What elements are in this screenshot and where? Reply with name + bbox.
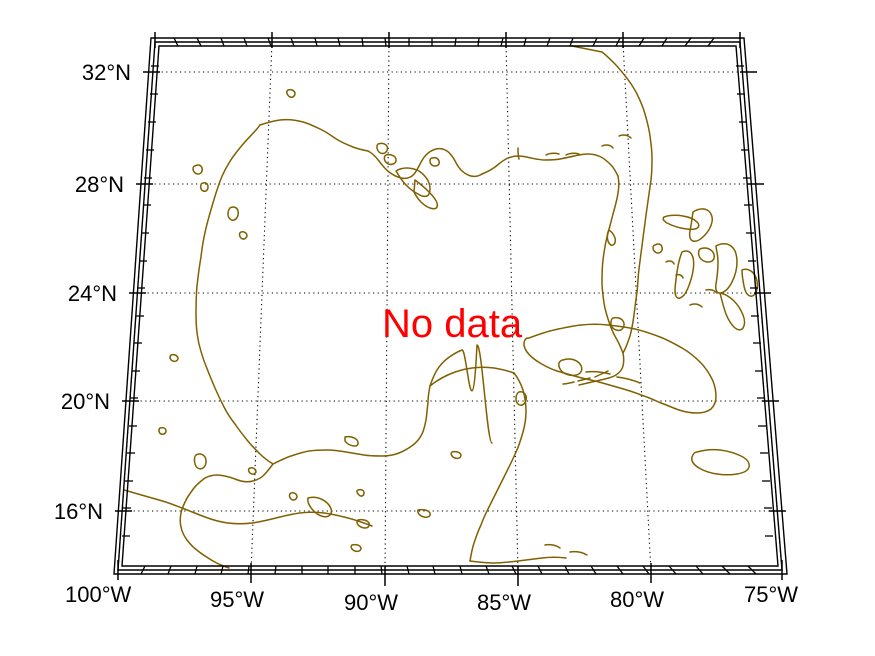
gridline-lon-80 — [622, 42, 652, 570]
lake-small-10 — [307, 496, 333, 518]
lon-tick-label-80: 80°W — [610, 587, 665, 612]
lake-small-4 — [169, 353, 179, 363]
lat-tick-label-28: 28°N — [74, 172, 124, 197]
coastline-texas-upper — [259, 118, 369, 152]
lake-small-6 — [193, 453, 207, 470]
lake-small-3 — [286, 88, 296, 98]
florida-keys-chain — [562, 370, 609, 385]
coastline-yucatan — [272, 344, 493, 465]
frame-ladder-rungs — [122, 37, 773, 575]
coastline-florida-south-keys — [578, 352, 625, 386]
bahamas-andros — [674, 250, 695, 299]
gridline-lon-90 — [384, 42, 390, 570]
yucatan-north-coast — [429, 366, 515, 387]
lake-small-2 — [199, 182, 209, 192]
florida-tampa-bay — [606, 229, 617, 246]
bahamas-abaco — [688, 208, 713, 242]
lake-small-9 — [344, 435, 359, 447]
lon-tick-label-85: 85°W — [477, 590, 532, 615]
coastline-belize-honduras — [469, 556, 567, 564]
frame-inner — [121, 45, 779, 567]
coastline-cuba — [523, 323, 717, 414]
gridline-lon-95 — [250, 42, 273, 570]
no-data-annotation: No data — [382, 302, 523, 346]
bahamas-eleuthera — [715, 243, 738, 294]
yucatan-east-coast — [469, 372, 527, 562]
lake-small-5 — [158, 426, 167, 435]
lake-small-12 — [356, 518, 370, 529]
lat-tick-label-24: 24°N — [67, 281, 117, 306]
lat-tick-label-16: 16°N — [53, 499, 103, 524]
panhandle-spur — [517, 147, 520, 160]
lake-small-16 — [544, 543, 588, 556]
coastline-campeche — [204, 463, 274, 483]
bahamas-grand-bahama — [662, 214, 700, 231]
frame-outer — [113, 37, 788, 575]
coastline-georgia-carolina — [571, 45, 603, 53]
lake-small-14 — [450, 450, 462, 460]
coastline-florida-east — [601, 51, 653, 354]
axis-major-ticks — [115, 32, 786, 586]
lon-tick-label-100: 100°W — [65, 582, 132, 607]
coastline-jamaica — [691, 448, 750, 476]
lat-tick-label-20: 20°N — [60, 389, 110, 414]
delta-island-a — [376, 142, 389, 155]
delta-lobe-east — [413, 179, 439, 210]
island-offshore-2 — [238, 231, 248, 240]
lake-small-7 — [288, 492, 298, 501]
lat-tick-label-32: 32°N — [81, 60, 131, 85]
delta-island-c — [429, 156, 440, 167]
lake-small-1 — [192, 164, 203, 175]
bahamas-long-island — [719, 292, 746, 331]
coastline-isthmus — [179, 477, 230, 569]
delta-birdfoot — [395, 167, 431, 198]
delta-island-b — [383, 153, 397, 166]
cuba-isla-juventud — [558, 358, 583, 377]
bahamas-bimini — [652, 243, 663, 254]
coastlines — [118, 45, 782, 569]
coastline-texas-mexico — [195, 124, 274, 465]
lake-small-8 — [247, 467, 257, 475]
coastline-panhandle — [481, 153, 619, 177]
cuba-south-cays — [585, 370, 641, 384]
lon-tick-label-75: 75°W — [744, 582, 799, 607]
lon-tick-label-95: 95°W — [210, 587, 265, 612]
bahamas-newprovidence — [697, 247, 715, 263]
coastline-mexico-pacific — [118, 487, 373, 527]
island-offshore-1 — [227, 206, 239, 221]
bahamas-cat-island — [741, 268, 759, 297]
lake-small-11 — [356, 488, 365, 497]
island-offshore-3 — [601, 134, 632, 149]
coastline-florida-west — [601, 175, 624, 354]
coastline-louisiana-delta — [367, 147, 483, 180]
bahamas-small-cays — [665, 260, 718, 308]
lake-small-13 — [350, 543, 362, 553]
gridline-lon-85 — [505, 42, 519, 570]
yucatan-cozumel — [515, 391, 527, 406]
lon-tick-label-90: 90°W — [344, 590, 399, 615]
lake-small-15 — [417, 508, 431, 518]
florida-lake-okeechobee — [610, 316, 625, 332]
panhandle-islands — [545, 152, 580, 156]
